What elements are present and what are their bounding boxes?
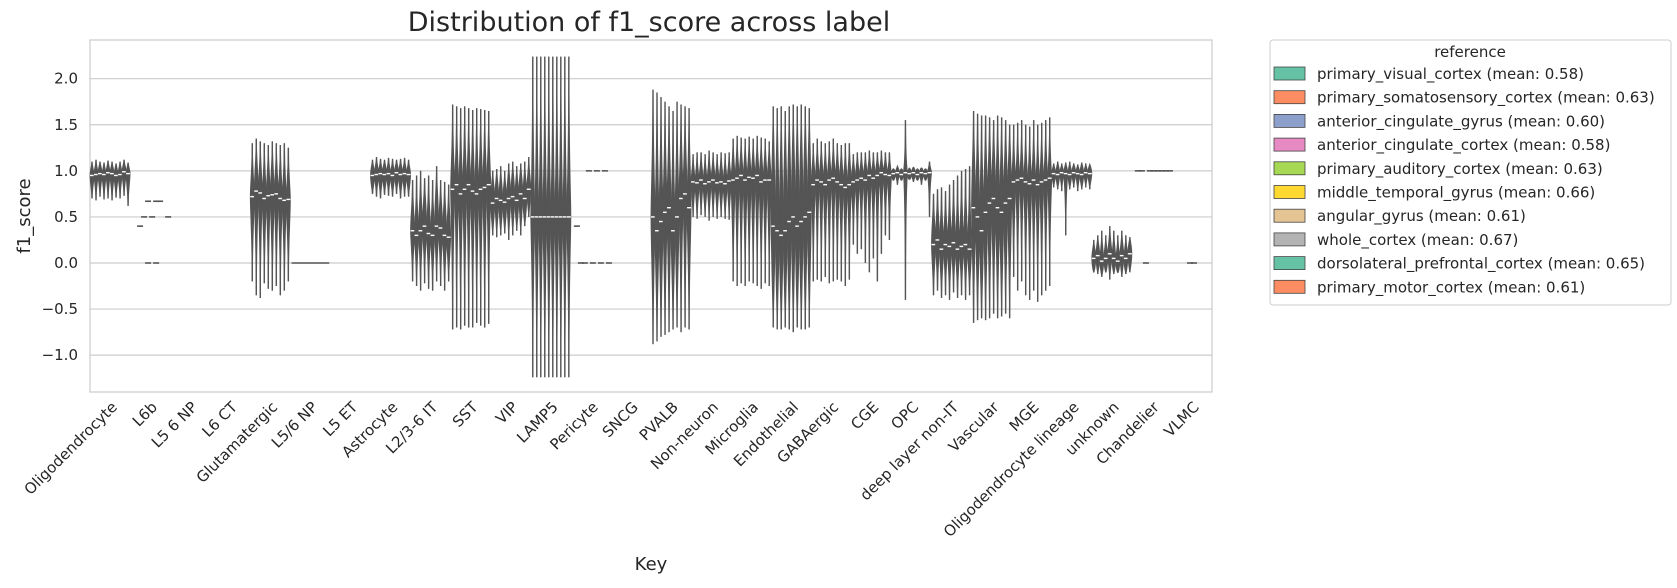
legend-items: primary_visual_cortex (mean: 0.58) primar…	[1273, 65, 1655, 297]
category-group	[1091, 226, 1133, 280]
legend-swatch	[1273, 256, 1306, 271]
legend: reference primary_visual_cortex (mean: 0…	[1269, 39, 1672, 306]
y-tick-label: 0.0	[54, 254, 78, 272]
category-group	[1051, 161, 1093, 236]
y-tick-label: −1.0	[42, 346, 78, 364]
x-tick-label: L6b	[129, 398, 161, 430]
category-group	[89, 159, 131, 206]
legend-label: primary_motor_cortex (mean: 0.61)	[1317, 278, 1585, 297]
legend-label: anterior_cingulate_cortex (mean: 0.58)	[1317, 136, 1610, 155]
legend-swatch	[1273, 90, 1306, 105]
legend-swatch	[1273, 208, 1306, 223]
y-tick-label: −0.5	[42, 300, 78, 318]
violin-series	[89, 56, 1197, 378]
x-tick-label: OPC	[887, 398, 922, 433]
x-axis-label: Key	[635, 554, 668, 575]
legend-label: middle_temporal_gyrus (mean: 0.66)	[1317, 184, 1595, 203]
legend-label: primary_visual_cortex (mean: 0.58)	[1317, 65, 1584, 84]
legend-label: angular_gyrus (mean: 0.61)	[1317, 207, 1526, 226]
x-tick-label: SNCG	[599, 398, 642, 441]
y-axis-label: f1_score	[14, 178, 35, 253]
legend-swatch	[1273, 114, 1306, 128]
category-group	[730, 135, 772, 289]
y-tick-label: 0.5	[54, 208, 78, 226]
x-tick-label: CGE	[847, 398, 882, 433]
x-tick-label: VLMC	[1160, 398, 1202, 440]
legend-swatch	[1273, 66, 1306, 81]
legend-title: reference	[1434, 43, 1506, 61]
category-group	[1134, 170, 1173, 264]
legend-swatch	[1273, 161, 1306, 176]
legend-swatch	[1273, 232, 1306, 247]
category-group	[450, 104, 492, 330]
x-tick-label: MGE	[1006, 398, 1043, 435]
x-tick-label: Oligodendrocyte	[21, 398, 121, 498]
category-group	[850, 150, 892, 282]
y-tick-label: 2.0	[54, 70, 78, 88]
legend-label: primary_somatosensory_cortex (mean: 0.63…	[1317, 89, 1655, 108]
x-tick-label: VIP	[492, 398, 522, 428]
y-tick-label: 1.5	[54, 116, 78, 134]
category-group	[810, 138, 852, 287]
y-tick-label: 1.0	[54, 162, 78, 180]
chart-title: Distribution of f1_score across label	[408, 7, 890, 38]
x-tick-label: SST	[449, 398, 482, 431]
category-group	[249, 138, 291, 299]
category-group	[1011, 117, 1053, 302]
category-group	[690, 150, 732, 221]
category-group	[971, 110, 1013, 323]
category-group	[573, 170, 612, 264]
category-group	[137, 200, 172, 264]
legend-label: dorsolateral_prefrontal_cortex (mean: 0.…	[1317, 255, 1645, 274]
category-group	[490, 157, 532, 240]
category-group	[530, 56, 572, 378]
legend-label: primary_auditory_cortex (mean: 0.63)	[1317, 160, 1603, 179]
y-axis-ticks: −1.0 −0.5 0.0 0.5 1.0 1.5 2.0	[42, 70, 78, 364]
category-group	[410, 166, 452, 291]
category-group	[891, 120, 932, 300]
legend-label: whole_cortex (mean: 0.67)	[1317, 231, 1518, 250]
legend-label: anterior_cingulate_gyrus (mean: 0.60)	[1317, 112, 1605, 131]
legend-swatch	[1273, 137, 1306, 152]
legend-frame	[1269, 39, 1672, 306]
legend-swatch	[1273, 185, 1306, 199]
category-group	[770, 104, 812, 333]
legend-swatch	[1273, 279, 1306, 294]
category-group	[931, 166, 972, 300]
category-group	[650, 89, 692, 345]
category-group	[370, 157, 411, 199]
